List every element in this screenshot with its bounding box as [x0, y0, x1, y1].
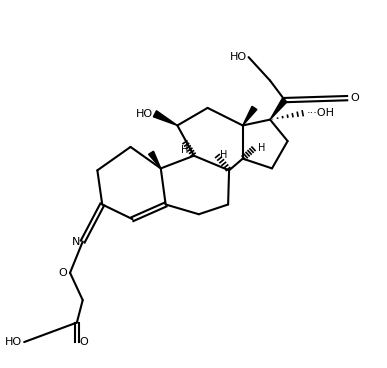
Text: O: O — [58, 268, 67, 278]
Text: O: O — [80, 337, 89, 347]
Text: H: H — [259, 143, 266, 153]
Text: N: N — [72, 237, 80, 247]
Polygon shape — [153, 111, 177, 125]
Polygon shape — [270, 98, 287, 120]
Text: HO: HO — [136, 109, 153, 119]
Text: HO: HO — [229, 52, 247, 62]
Polygon shape — [149, 151, 161, 169]
Text: HO: HO — [5, 337, 22, 347]
Text: O: O — [350, 93, 359, 103]
Text: H: H — [220, 150, 228, 160]
Polygon shape — [243, 106, 257, 125]
Text: ···OH: ···OH — [307, 108, 335, 118]
Text: H: H — [180, 145, 188, 155]
